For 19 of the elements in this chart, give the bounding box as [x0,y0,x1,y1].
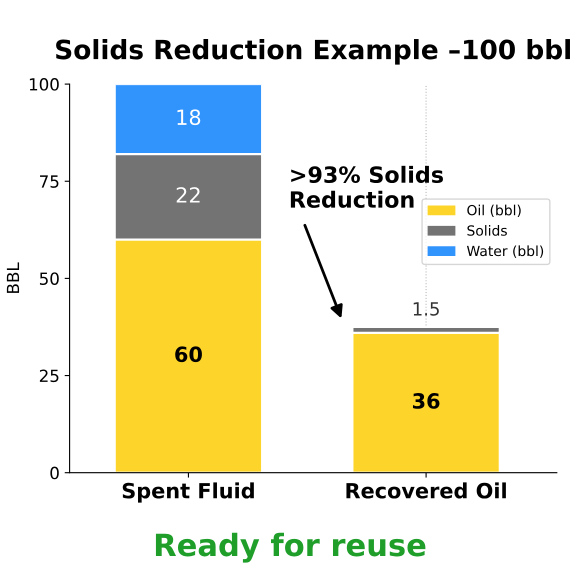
legend-label: Solids [467,225,507,236]
data-label: 18 [177,109,200,126]
legend-label: Oil (bbl) [467,204,521,218]
annotation: >93% Solids Reduction [290,166,443,208]
text: Ready for reuse [156,532,426,563]
data-label: 36 [412,393,440,409]
y-tick-label: 25 [40,370,58,382]
y-tick-label: 50 [40,272,59,285]
x-tick-label: Recovered Oil [346,482,506,499]
data-label: 1.5 [414,302,439,316]
y-tick-label: 0 [50,466,59,480]
y-tick-label: 75 [40,175,58,188]
chart-title: Solids Reduction Example –100 bbl [56,39,570,65]
y-tick-label: 100 [30,78,59,91]
legend-label: Water (bbl) [466,245,544,258]
data-label: 60 [175,346,202,362]
data-label: 22 [176,187,200,203]
x-tick-label: Spent Fluid [122,482,254,503]
y-axis-title: BBL [6,262,20,293]
